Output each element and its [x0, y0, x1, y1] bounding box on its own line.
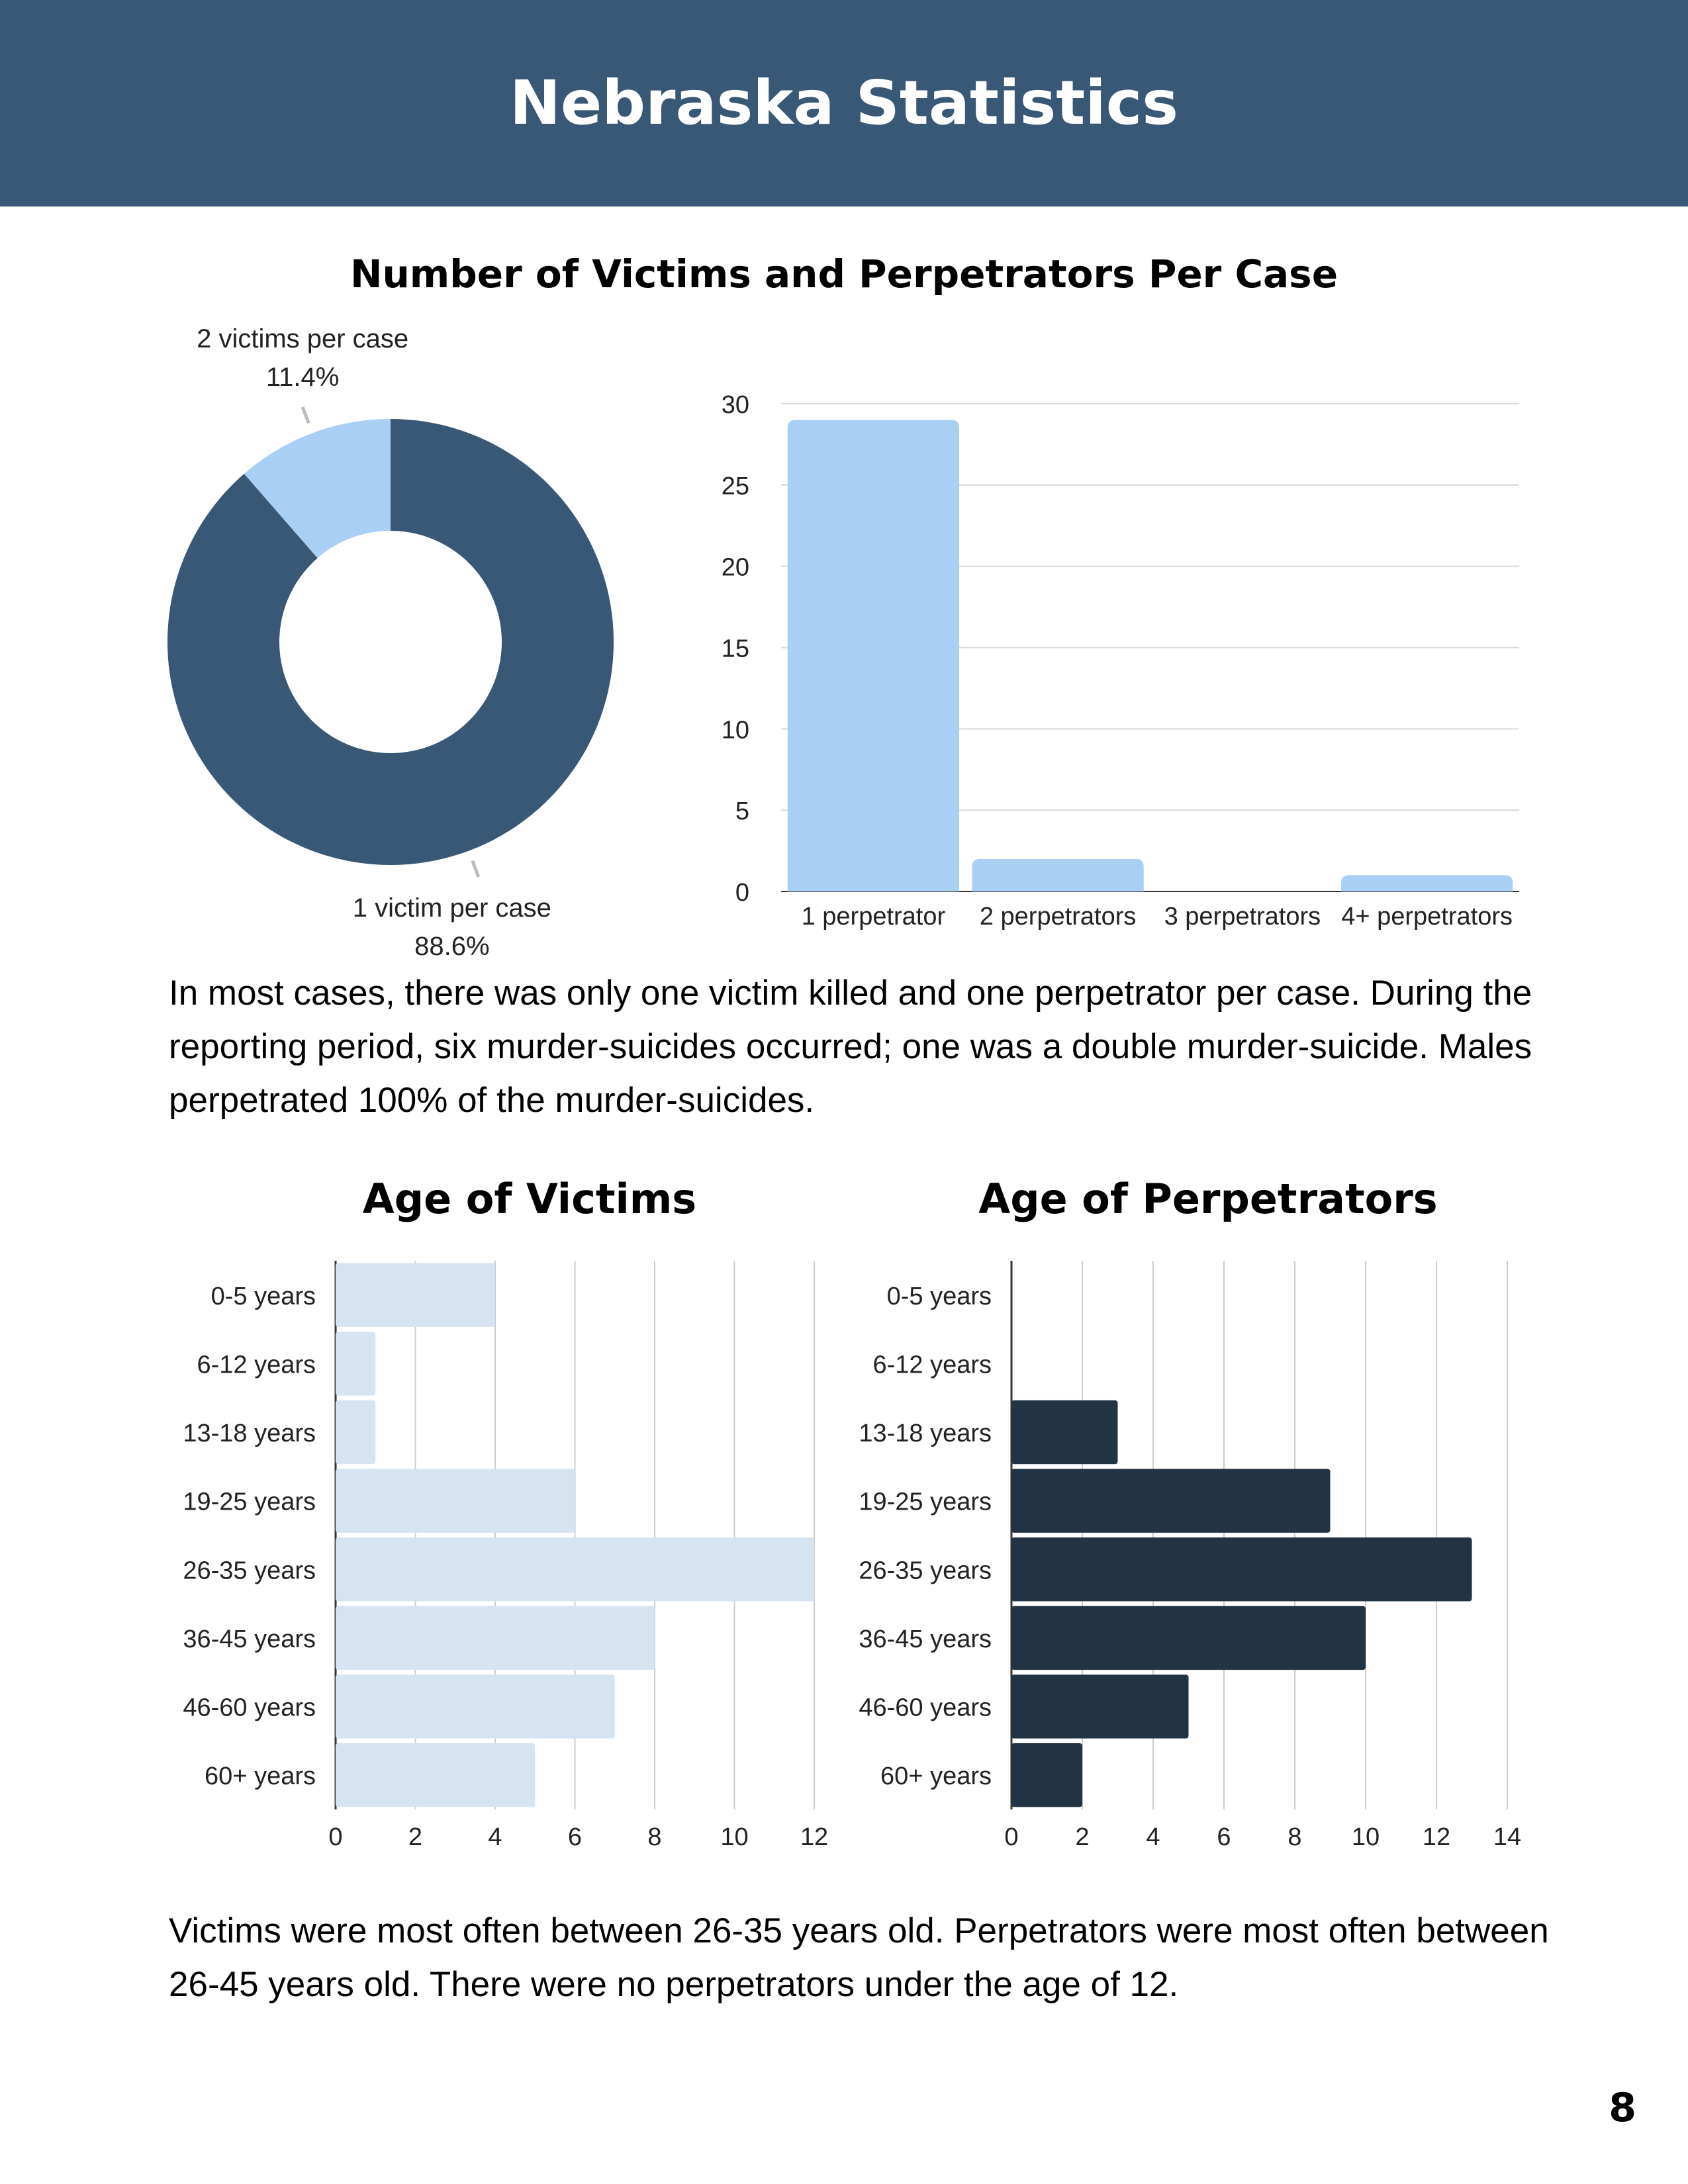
x-tick-label: 2 perpetrators — [980, 903, 1137, 931]
age-of-victims-chart: 0 2 4 6 8 10 12 0-5 years 6-12 years 13-18 years 1… — [183, 1261, 828, 1851]
x-tick-label: 10 — [720, 1823, 748, 1851]
y-tick-label: 20 — [722, 554, 749, 582]
y-category-label: 13-18 years — [859, 1420, 992, 1447]
section-title-victims-perpetrators: Number of Victims and Perpetrators Per C… — [350, 251, 1338, 296]
perpetrators-age-title: Age of Perpetrators — [978, 1175, 1438, 1223]
bar-2-perpetrators — [972, 858, 1144, 891]
y-category-label: 13-18 years — [183, 1420, 316, 1447]
perpetrators-per-case-bar-chart: 0 5 10 15 20 25 30 1 perpetrator 2 perpetrators 3… — [722, 391, 1519, 931]
page-header: Nebraska Statistics — [0, 0, 1688, 206]
section1-paragraph: In most cases, there was only one victim… — [169, 974, 1532, 1120]
y-tick-label: 10 — [722, 716, 749, 744]
x-tick-label: 3 perpetrators — [1164, 903, 1321, 931]
y-category-label: 36-45 years — [859, 1625, 992, 1653]
y-tick-label: 30 — [722, 391, 749, 419]
donut-leader-line-1 — [471, 860, 481, 878]
y-category-label: 6-12 years — [872, 1351, 992, 1379]
donut-pct-1: 88.6% — [414, 932, 489, 961]
donut-slice-1 — [167, 419, 614, 865]
y-category-label: 26-35 years — [859, 1557, 992, 1584]
y-category-label: 60+ years — [205, 1762, 316, 1790]
y-tick-label: 5 — [735, 797, 749, 825]
x-tick-label: 0 — [1004, 1823, 1018, 1851]
age-of-perpetrators-chart: 0 2 4 6 8 10 12 14 0-5 years 6-12 years 13-18 year… — [859, 1261, 1521, 1851]
x-tick-label: 2 — [1075, 1823, 1089, 1851]
donut-leader-line-2 — [301, 406, 310, 424]
donut-pct-2: 11.4% — [266, 363, 339, 392]
x-tick-label: 8 — [647, 1823, 661, 1851]
bar-26-35-years — [336, 1537, 814, 1602]
x-tick-label: 6 — [1217, 1823, 1231, 1851]
x-tick-label: 4+ perpetrators — [1341, 903, 1513, 931]
y-category-label: 19-25 years — [859, 1488, 992, 1516]
bar-36-45-years — [336, 1606, 655, 1670]
y-category-label: 36-45 years — [183, 1625, 316, 1653]
x-tick-label: 4 — [488, 1823, 502, 1851]
victims-per-case-donut-chart: 1 victim per case 88.6% 2 victims per case… — [167, 324, 614, 961]
x-tick-label: 8 — [1288, 1823, 1301, 1851]
x-tick-label: 1 perpetrator — [802, 903, 946, 931]
y-category-label: 19-25 years — [183, 1488, 316, 1516]
x-tick-label: 10 — [1352, 1823, 1380, 1851]
bar-6-12-years — [336, 1332, 376, 1396]
bar-19-25-years — [336, 1469, 575, 1533]
bar-1-perpetrator — [787, 420, 959, 891]
bar-36-45-years — [1011, 1606, 1366, 1670]
y-category-label: 46-60 years — [859, 1694, 992, 1722]
bar-4-perpetrators — [1341, 875, 1513, 891]
donut-label-1: 1 victim per case — [353, 893, 551, 923]
x-tick-label: 6 — [568, 1823, 582, 1851]
bar-46-60-years — [336, 1674, 615, 1739]
bar-13-18-years — [1011, 1400, 1118, 1465]
bar-60-years — [1011, 1743, 1082, 1807]
x-tick-label: 2 — [408, 1823, 422, 1851]
bar-46-60-years — [1011, 1674, 1189, 1739]
page-title: Nebraska Statistics — [509, 68, 1179, 138]
x-tick-label: 12 — [1423, 1823, 1450, 1851]
bar-26-35-years — [1011, 1537, 1472, 1602]
y-category-label: 26-35 years — [183, 1557, 316, 1584]
y-tick-label: 15 — [722, 635, 749, 663]
section2-paragraph: Victims were most often between 26-35 ye… — [169, 1911, 1549, 2004]
bar-60-years — [336, 1743, 536, 1807]
x-tick-label: 4 — [1146, 1823, 1160, 1851]
y-tick-label: 0 — [735, 879, 749, 907]
y-tick-label: 25 — [722, 473, 749, 500]
page-number: 8 — [1609, 2085, 1636, 2131]
donut-label-2: 2 victims per case — [197, 324, 408, 353]
y-category-label: 0-5 years — [211, 1283, 316, 1310]
y-category-label: 46-60 years — [183, 1694, 316, 1722]
x-tick-label: 12 — [800, 1823, 828, 1851]
x-tick-label: 0 — [328, 1823, 342, 1851]
victims-age-title: Age of Victims — [362, 1175, 697, 1223]
x-tick-label: 14 — [1493, 1823, 1521, 1851]
donut-slice-2 — [244, 419, 391, 559]
bar-19-25-years — [1011, 1469, 1331, 1533]
y-category-label: 6-12 years — [197, 1351, 316, 1379]
y-category-label: 0-5 years — [887, 1283, 992, 1310]
bar-0-5-years — [336, 1263, 495, 1327]
y-category-label: 60+ years — [880, 1762, 992, 1790]
bar-13-18-years — [336, 1400, 376, 1465]
